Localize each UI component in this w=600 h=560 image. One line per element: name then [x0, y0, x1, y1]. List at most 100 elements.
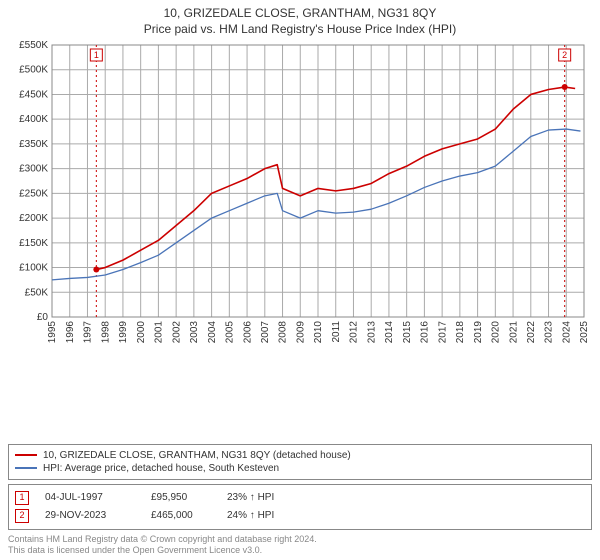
x-tick-label: 2020 [491, 321, 502, 344]
sale-row: 2 29-NOV-2023 £465,000 24% ↑ HPI [15, 507, 585, 525]
y-tick-label: £50K [25, 287, 49, 298]
x-tick: 2003 [189, 321, 200, 344]
sales-table: 104-JUL-1997£95,95023% ↑ HPI229-NOV-2023… [8, 484, 592, 530]
svg-text:2: 2 [562, 50, 567, 60]
legend-item: 10, GRIZEDALE CLOSE, GRANTHAM, NG31 8QY … [15, 449, 585, 462]
sale-marker-dot [562, 84, 568, 90]
x-tick-label: 2004 [207, 321, 218, 344]
x-tick: 2004 [207, 321, 218, 344]
x-tick: 2018 [455, 321, 466, 344]
chart-svg: £0£50K£100K£150K£200K£250K£300K£350K£400… [8, 41, 592, 361]
x-tick: 2012 [349, 321, 360, 344]
y-tick-label: £450K [19, 90, 48, 101]
x-tick: 2020 [491, 321, 502, 344]
x-tick-label: 2016 [420, 321, 431, 344]
x-tick: 1998 [100, 321, 111, 344]
x-tick: 2015 [402, 321, 413, 344]
x-tick-label: 2011 [331, 321, 342, 343]
x-tick: 2000 [136, 321, 147, 344]
x-tick-label: 2017 [437, 321, 448, 344]
y-tick-label: £250K [19, 189, 48, 200]
x-tick-label: 2003 [189, 321, 200, 344]
legend: 10, GRIZEDALE CLOSE, GRANTHAM, NG31 8QY … [8, 444, 592, 480]
x-tick: 2010 [313, 321, 324, 344]
x-tick-label: 1996 [65, 321, 76, 344]
x-tick-label: 2015 [402, 321, 413, 344]
x-tick: 2007 [260, 321, 271, 344]
y-tick-label: £300K [19, 164, 48, 175]
x-tick: 2008 [278, 321, 289, 344]
x-tick-label: 2014 [384, 321, 395, 344]
y-tick-label: £200K [19, 213, 48, 224]
sale-delta: 24% ↑ HPI [227, 510, 287, 521]
x-tick: 2019 [473, 321, 484, 344]
x-tick: 2001 [154, 321, 165, 344]
x-tick: 2023 [544, 321, 555, 344]
y-tick-label: £100K [19, 263, 48, 274]
x-tick-label: 1998 [100, 321, 111, 344]
x-tick: 2017 [437, 321, 448, 344]
x-tick: 2009 [295, 321, 306, 344]
x-tick: 2005 [225, 321, 236, 344]
chart-title: 10, GRIZEDALE CLOSE, GRANTHAM, NG31 8QY [8, 6, 592, 22]
y-tick-label: £550K [19, 41, 48, 51]
svg-text:1: 1 [94, 50, 99, 60]
x-tick: 2011 [331, 321, 342, 343]
x-tick: 2022 [526, 321, 537, 344]
x-tick-label: 2008 [278, 321, 289, 344]
x-tick-label: 1995 [47, 321, 58, 344]
sale-row: 104-JUL-1997£95,95023% ↑ HPI [15, 489, 585, 507]
x-tick-label: 2019 [473, 321, 484, 344]
sale-marker-box: 1 [90, 49, 102, 61]
x-tick-label: 2022 [526, 321, 537, 344]
x-tick: 2014 [384, 321, 395, 344]
x-tick-label: 2021 [508, 321, 519, 344]
attribution-line1: Contains HM Land Registry data © Crown c… [8, 534, 592, 545]
page: 10, GRIZEDALE CLOSE, GRANTHAM, NG31 8QY … [0, 0, 600, 560]
x-tick: 2016 [420, 321, 431, 344]
attribution-line2: This data is licensed under the Open Gov… [8, 545, 592, 556]
x-tick-label: 2012 [349, 321, 360, 344]
x-tick-label: 2009 [295, 321, 306, 344]
x-tick-label: 2001 [154, 321, 165, 344]
x-tick: 1999 [118, 321, 129, 344]
y-tick-label: £500K [19, 65, 48, 76]
sale-marker-chip: 1 [15, 491, 29, 505]
sale-marker-dot [93, 267, 99, 273]
x-tick: 1997 [83, 321, 94, 344]
x-tick: 2013 [366, 321, 377, 344]
x-tick-label: 1997 [83, 321, 94, 344]
x-tick: 2006 [242, 321, 253, 344]
y-tick-label: £150K [19, 238, 48, 249]
x-tick: 2025 [579, 321, 590, 344]
x-tick-label: 2024 [561, 321, 572, 344]
attribution: Contains HM Land Registry data © Crown c… [8, 534, 592, 557]
legend-item: HPI: Average price, detached house, Sout… [15, 462, 585, 475]
x-tick-label: 1999 [118, 321, 129, 344]
x-tick: 1996 [65, 321, 76, 344]
x-tick-label: 2018 [455, 321, 466, 344]
legend-swatch [15, 467, 37, 469]
x-tick: 2024 [561, 321, 572, 344]
x-tick-label: 2002 [171, 321, 182, 344]
x-tick-label: 2023 [544, 321, 555, 344]
x-tick-label: 2025 [579, 321, 590, 344]
sale-date: 29-NOV-2023 [45, 510, 135, 521]
y-tick-label: £350K [19, 139, 48, 150]
sale-delta: 23% ↑ HPI [227, 492, 287, 503]
x-tick: 2021 [508, 321, 519, 344]
x-tick-label: 2010 [313, 321, 324, 344]
x-tick: 1995 [47, 321, 58, 344]
sale-marker-chip: 2 [15, 509, 29, 523]
chart: £0£50K£100K£150K£200K£250K£300K£350K£400… [8, 41, 592, 439]
chart-subtitle: Price paid vs. HM Land Registry's House … [8, 22, 592, 38]
legend-label: 10, GRIZEDALE CLOSE, GRANTHAM, NG31 8QY … [43, 450, 351, 461]
x-tick-label: 2000 [136, 321, 147, 344]
legend-swatch [15, 454, 37, 456]
x-tick-label: 2006 [242, 321, 253, 344]
legend-label: HPI: Average price, detached house, Sout… [43, 463, 279, 474]
sale-price: £465,000 [151, 510, 211, 521]
sale-price: £95,950 [151, 492, 211, 503]
x-tick: 2002 [171, 321, 182, 344]
x-tick-label: 2013 [366, 321, 377, 344]
